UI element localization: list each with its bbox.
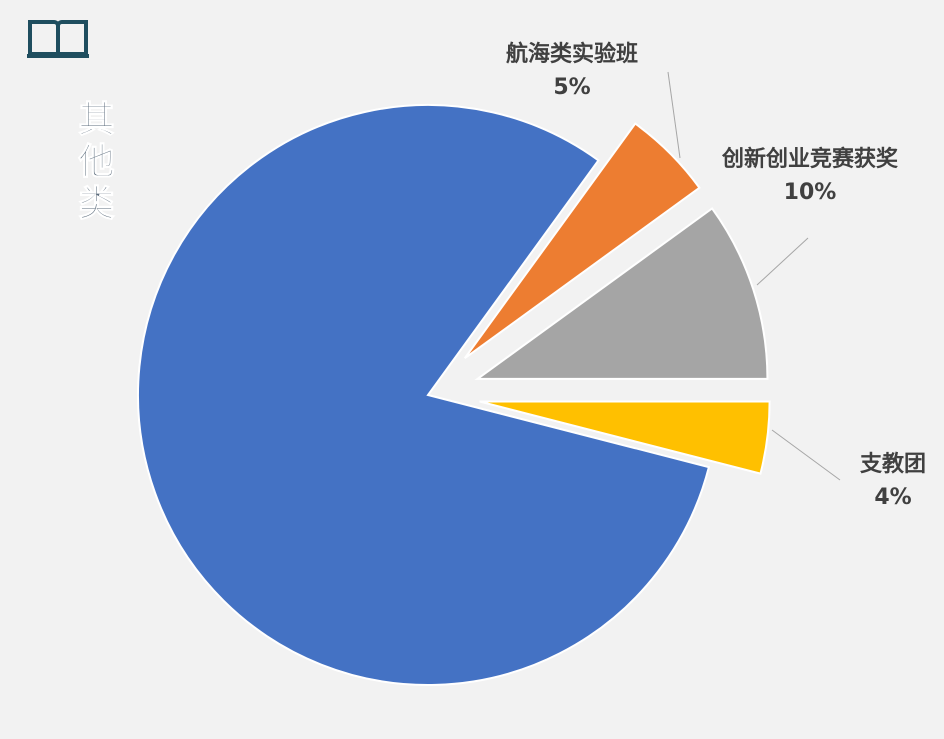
leader-line	[771, 429, 841, 481]
book-icon	[27, 20, 89, 58]
leader-line	[756, 237, 809, 286]
chart-title: 其他类	[73, 100, 116, 226]
value-label: 4%	[874, 485, 911, 510]
pie-slice	[463, 122, 701, 360]
value-label: 10%	[784, 180, 837, 205]
slice-label: 航海类实验班	[506, 41, 638, 67]
pie-slice	[474, 207, 769, 380]
pie-slice	[479, 400, 771, 475]
leader-line	[667, 71, 681, 159]
slice-label: 创新创业竞赛获奖	[721, 146, 899, 172]
value-label: 5%	[553, 75, 590, 100]
pie-slice	[137, 104, 711, 686]
slice-label: 支教团	[860, 451, 926, 477]
